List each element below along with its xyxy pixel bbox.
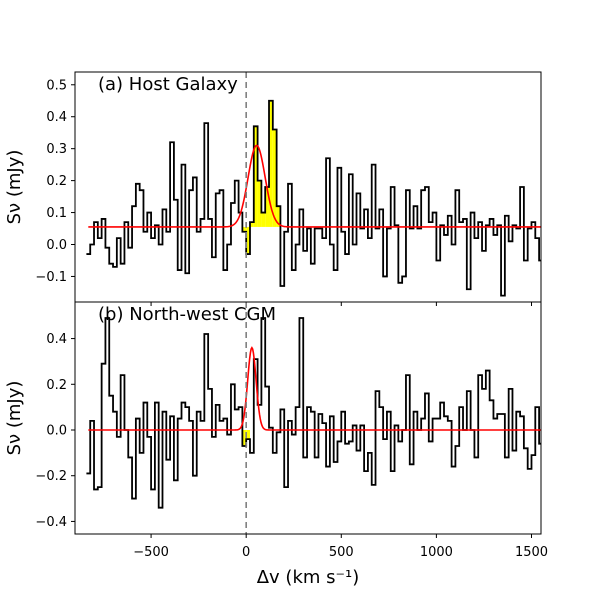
y-axis-label-top: Sν (mJy)	[4, 150, 25, 225]
highlight-channel	[272, 129, 277, 227]
y-tick-label: −0.4	[35, 515, 67, 530]
y-tick-label: 0.0	[46, 238, 67, 253]
spectrum-series	[86, 99, 541, 297]
x-tick-label: 0	[242, 545, 250, 560]
y-tick-label: 0.2	[46, 174, 67, 189]
spectrum-series	[86, 317, 541, 509]
gaussian-fit-line	[88, 144, 541, 228]
y-tick-label: −0.2	[35, 469, 67, 484]
x-tick-label: 500	[329, 545, 354, 560]
highlight-channel	[265, 187, 270, 227]
highlight-channel	[242, 226, 247, 232]
highlight-channel	[246, 226, 250, 255]
highlight-channel	[276, 206, 281, 227]
y-tick-label: 0.0	[46, 424, 67, 439]
x-tick-label: −500	[133, 545, 169, 560]
panel-title: (b) North-west CGM	[98, 304, 276, 325]
highlight-channel	[269, 100, 273, 227]
y-tick-label: 0.5	[46, 78, 67, 93]
y-tick-label: 0.4	[46, 332, 67, 347]
y-tick-label: −0.1	[35, 270, 67, 285]
panel-north-west-cgm: −0.4 −0.2 0.0 0.2 0.4 (b) North-west CGM	[35, 301, 542, 538]
y-tick-label: 0.3	[46, 142, 67, 157]
x-tick-label: 1000	[420, 545, 453, 560]
x-tick-label: 1500	[515, 545, 548, 560]
y-tick-label: 0.2	[46, 378, 67, 393]
gaussian-fit-line	[88, 346, 541, 431]
highlight-channel	[261, 212, 266, 227]
x-axis-label: Δv (km s⁻¹)	[257, 567, 360, 588]
panel-plot-area	[86, 99, 541, 297]
y-axis-label-bottom: Sν (mJy)	[4, 381, 25, 456]
highlight-channel	[253, 126, 258, 227]
highlight-channel	[249, 222, 254, 227]
panel-plot-area	[86, 317, 541, 509]
panel-host-galaxy: −0.1 0.0 0.1 0.2 0.3 0.4 0.5 (a) Host Galaxy	[35, 71, 542, 306]
highlight-channel	[257, 180, 262, 227]
highlight-channel	[246, 430, 250, 440]
y-tick-label: 0.4	[46, 110, 67, 125]
highlight-channel	[242, 430, 247, 446]
y-tick-label: 0.1	[46, 206, 67, 221]
panel-frame	[74, 301, 542, 535]
x-axis: −500 0 500 1000 1500	[133, 545, 548, 560]
panel-title: (a) Host Galaxy	[98, 74, 238, 95]
